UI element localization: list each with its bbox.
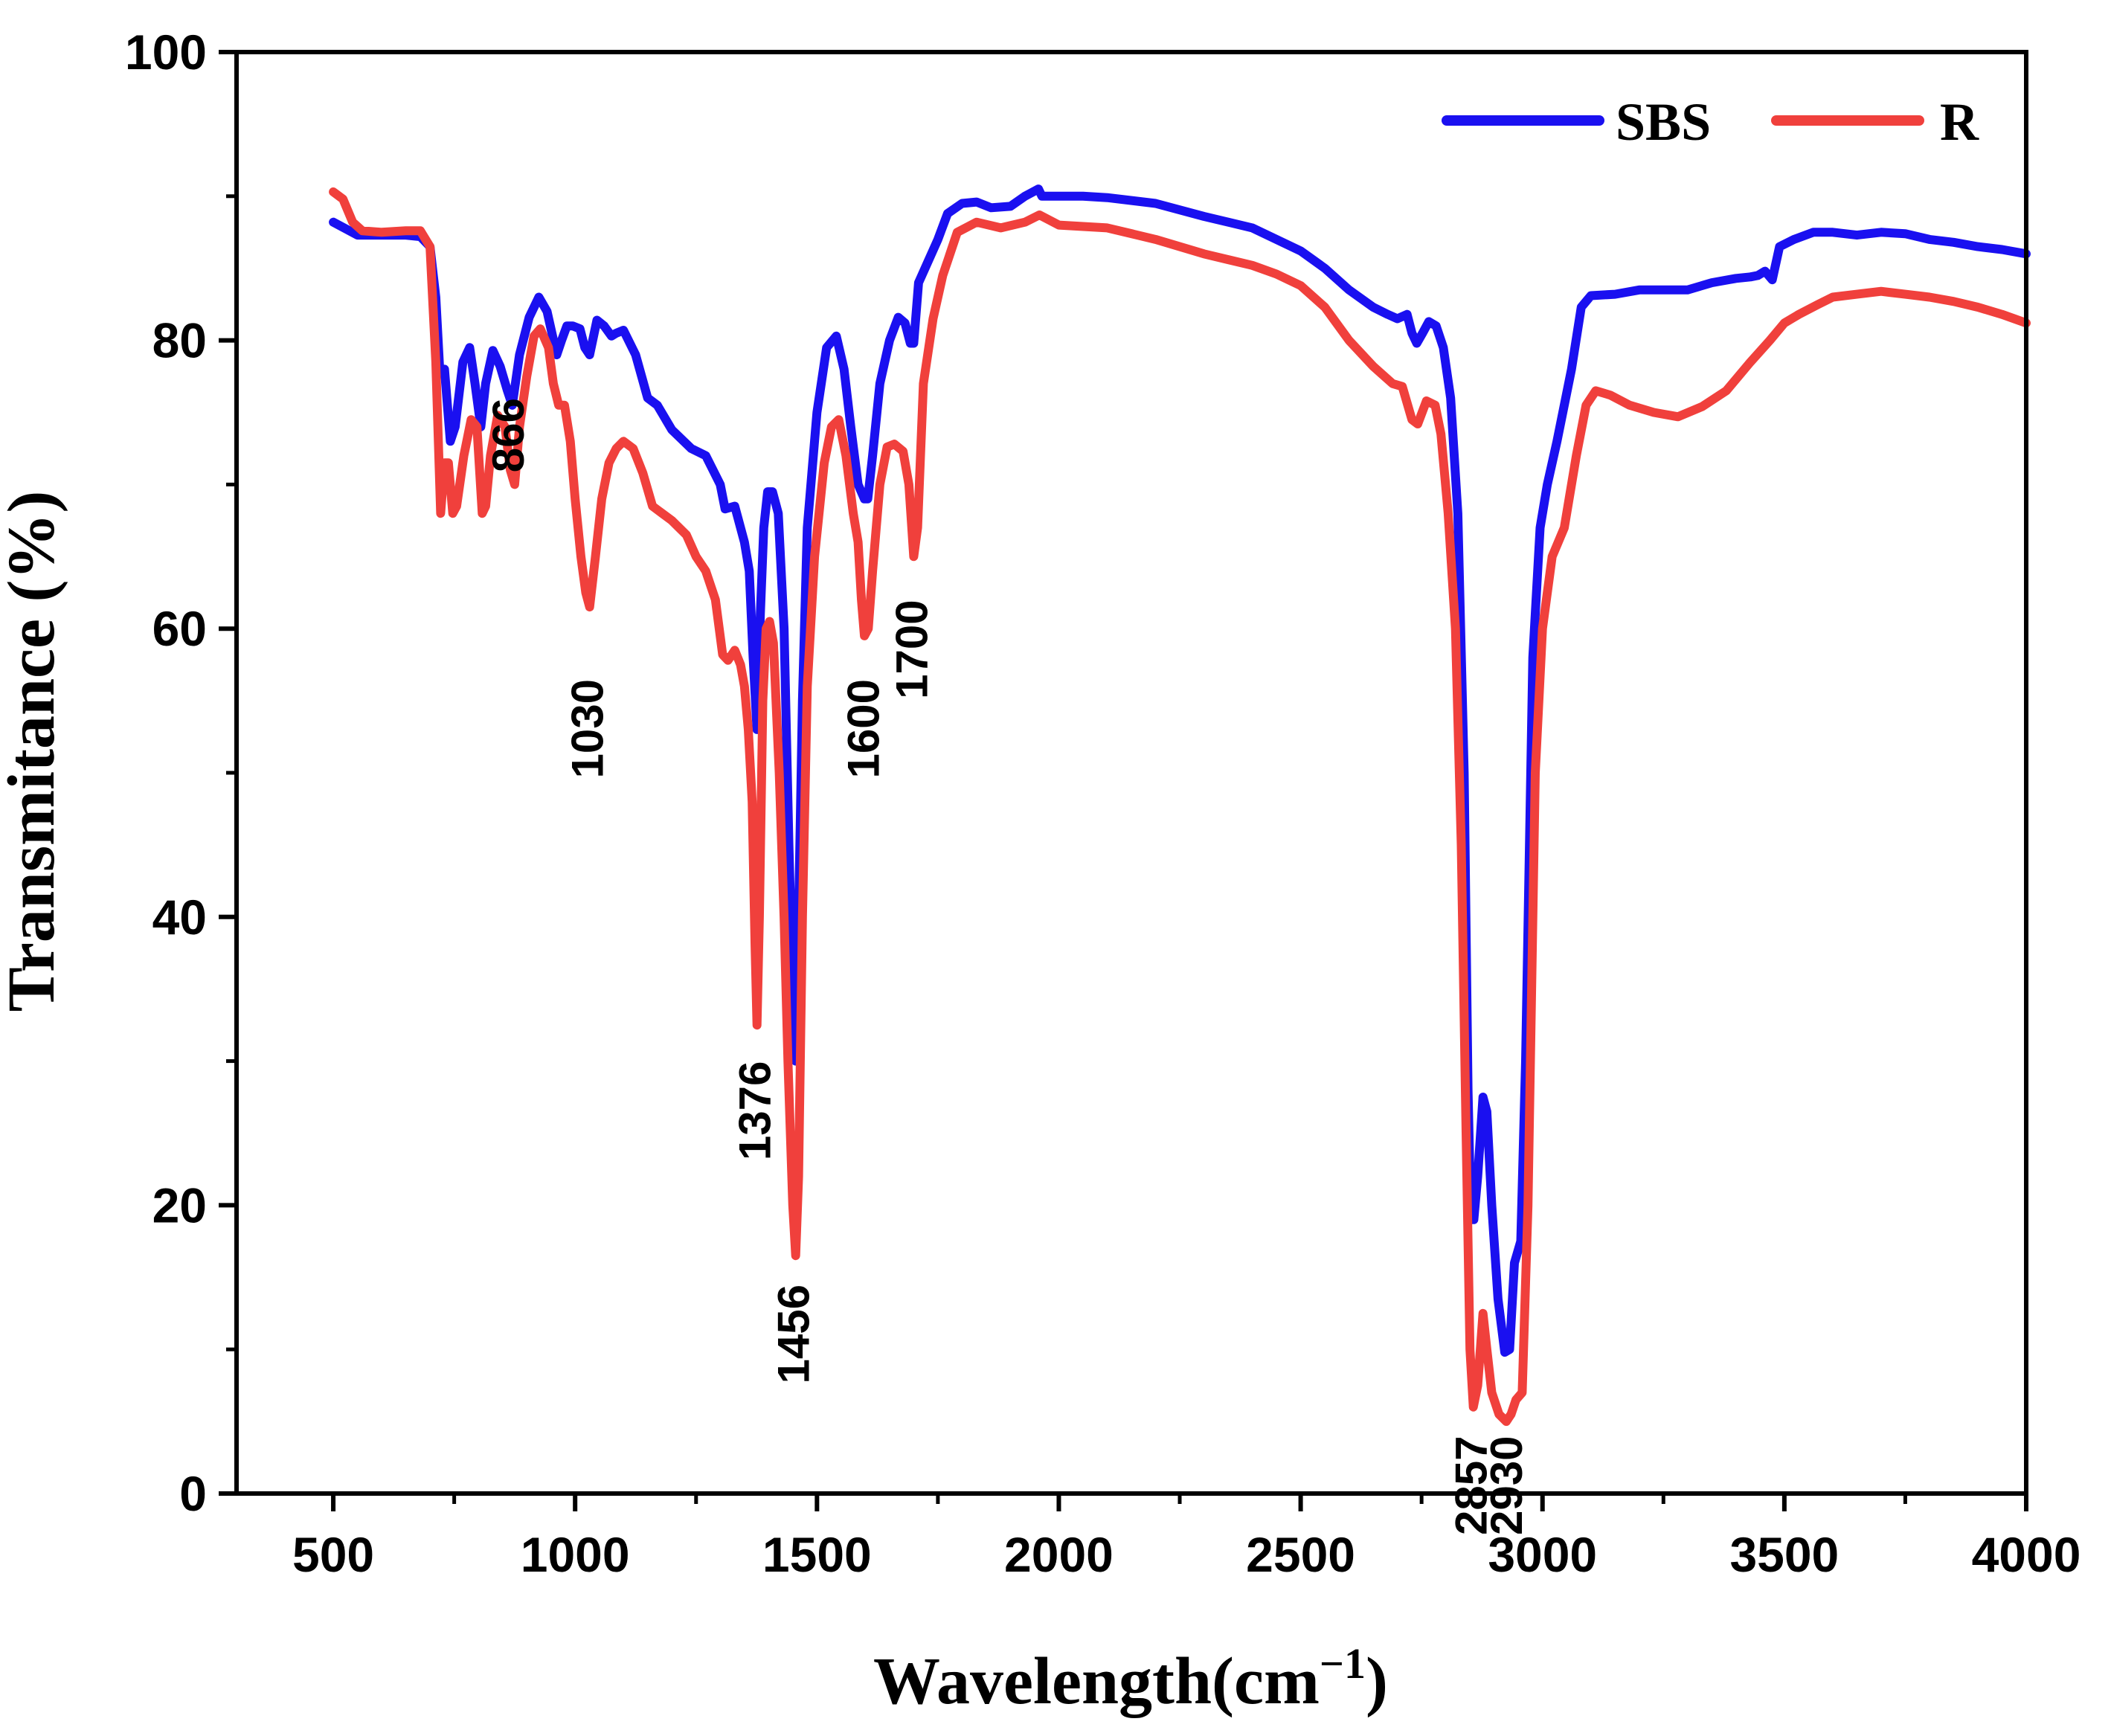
x-axis-title-main: Wavelength(cm: [873, 1645, 1320, 1718]
peak-label-1030: 1030: [563, 679, 613, 778]
x-tick-label: 2500: [1246, 1527, 1355, 1582]
series-lines: [329, 184, 2031, 1427]
y-axis-title: Transmitance (%): [0, 491, 68, 1012]
x-axis-title-close: ): [1366, 1645, 1388, 1718]
x-tick-label: 2000: [1004, 1527, 1114, 1582]
x-tick-label: 3500: [1729, 1527, 1839, 1582]
peak-label-1456: 1456: [769, 1285, 819, 1383]
axes-frame: [234, 50, 2028, 1496]
peak-label-2857: 2857: [1447, 1436, 1497, 1535]
x-tick-label: 4000: [1972, 1527, 2081, 1582]
y-tick-label: 40: [152, 890, 207, 945]
y-axis-ticks: 0 20 40 60 80 100: [125, 25, 237, 1521]
y-tick-label: 100: [125, 25, 207, 80]
legend-label-sbs: SBS: [1616, 92, 1711, 152]
x-tick-label: 500: [292, 1527, 374, 1582]
x-tick-label: 1000: [521, 1527, 630, 1582]
x-tick-label: 3000: [1488, 1527, 1597, 1582]
series-line-sbs: [329, 184, 2031, 1357]
legend: SBS R: [1442, 92, 1979, 152]
x-axis-ticks: 500 1000 1500 2000 2500 3000 3500 4000: [292, 1494, 2081, 1582]
peak-label-1376: 1376: [730, 1061, 780, 1160]
y-tick-label: 0: [179, 1466, 207, 1521]
legend-label-r: R: [1940, 92, 1979, 152]
y-tick-label: 20: [152, 1177, 207, 1232]
peak-label-866: 866: [483, 398, 533, 472]
plot-frame: [234, 50, 2028, 1496]
peak-label-2930: 2930: [1482, 1436, 1532, 1535]
x-axis-title-superscript: −1: [1320, 1639, 1366, 1688]
series-line-r: [329, 187, 2031, 1427]
y-tick-label: 80: [152, 313, 207, 368]
x-tick-label: 1500: [762, 1527, 872, 1582]
peak-label-1700: 1700: [887, 599, 936, 698]
x-axis-title: Wavelength(cm−1): [873, 1639, 1388, 1718]
y-tick-label: 60: [152, 601, 207, 656]
peak-label-1600: 1600: [838, 679, 888, 778]
